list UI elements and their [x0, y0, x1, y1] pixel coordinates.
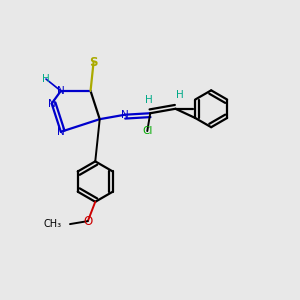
Text: CH₃: CH₃ [44, 219, 62, 229]
Text: H: H [42, 74, 50, 84]
Text: N: N [121, 110, 129, 120]
Text: N: N [57, 86, 65, 96]
Text: N: N [57, 127, 65, 137]
Text: O: O [83, 214, 92, 228]
Text: N: N [48, 99, 56, 109]
Text: H: H [145, 95, 153, 105]
Text: S: S [89, 56, 98, 69]
Text: H: H [176, 90, 184, 100]
Text: Cl: Cl [142, 126, 152, 136]
